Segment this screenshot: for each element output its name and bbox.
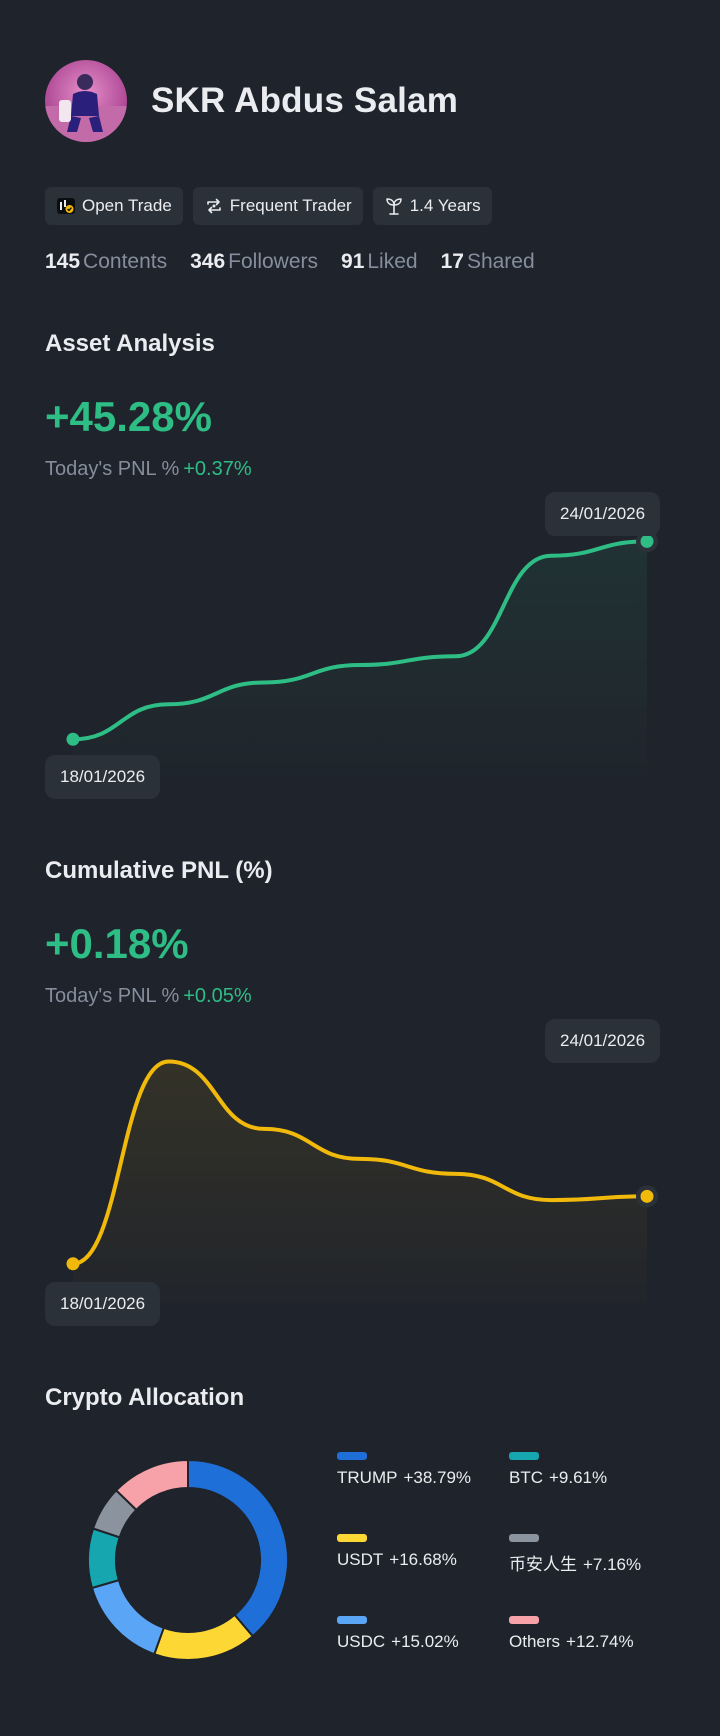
donut-slice[interactable]: [90, 1578, 166, 1656]
today-pnl-value: +0.05%: [183, 985, 252, 1007]
donut-slice[interactable]: [153, 1613, 255, 1661]
profile-header: SKR Abdus Salam: [45, 60, 458, 142]
stat-label: Liked: [367, 250, 418, 273]
legend-item-usdt[interactable]: USDT +16.68%: [337, 1534, 509, 1570]
today-pnl-label: Today's PNL %: [45, 985, 180, 1007]
legend-name: USDT: [337, 1550, 384, 1569]
stat-contents[interactable]: 145 Contents: [45, 250, 167, 274]
legend-swatch: [337, 1616, 367, 1624]
legend-name: USDC: [337, 1632, 386, 1651]
badge-frequent-trader[interactable]: Frequent Trader: [192, 187, 363, 225]
series-line: [71, 539, 649, 742]
cumulative-pnl-value: +0.18%: [45, 920, 189, 967]
series-area: [73, 1061, 647, 1305]
stat-label: Shared: [466, 250, 535, 273]
badge-years[interactable]: 1.4 Years: [372, 187, 492, 225]
donut-slice[interactable]: [87, 1527, 121, 1590]
stat-shared[interactable]: 17 Shared: [441, 250, 535, 274]
stat-value: 145: [45, 250, 81, 273]
today-pnl-value: +0.37%: [183, 458, 252, 480]
asset-end-date-tag: 24/01/2026: [545, 492, 661, 536]
sprout-icon: [385, 198, 402, 215]
profile-name: SKR Abdus Salam: [151, 81, 459, 120]
asset-analysis-value: +45.28%: [45, 393, 212, 440]
stat-followers[interactable]: 346 Followers: [190, 250, 318, 274]
allocation-donut-chart[interactable]: [68, 1440, 308, 1680]
badge-label: 1.4 Years: [409, 196, 481, 215]
donut-slice[interactable]: [187, 1458, 289, 1638]
legend-swatch: [337, 1452, 367, 1460]
legend-pct: +38.79%: [403, 1468, 472, 1487]
legend-name: BTC: [509, 1468, 543, 1487]
legend-name: Others: [509, 1632, 561, 1651]
data-point: [640, 534, 654, 548]
legend-swatch: [509, 1534, 539, 1542]
data-point: [640, 1189, 654, 1203]
data-point: [66, 732, 80, 746]
pnl-end-date-tag: 24/01/2026: [545, 1019, 661, 1063]
legend-name: TRUMP: [337, 1468, 398, 1487]
profile-stats: 145 Contents 346 Followers 91 Liked 17 Share…: [45, 250, 558, 274]
legend-swatch: [509, 1452, 539, 1460]
stat-label: Contents: [83, 250, 168, 273]
legend-pct: +12.74%: [566, 1632, 634, 1651]
open-trade-icon: [57, 198, 75, 214]
series-line: [71, 1059, 649, 1266]
legend-item-btc[interactable]: BTC +9.61%: [509, 1452, 677, 1488]
asset-start-date-tag: 18/01/2026: [45, 755, 161, 799]
badge-row: Open Trade Frequent Trader 1.4 Years: [45, 187, 492, 225]
legend-item-binance-life[interactable]: 币安人生 +7.16%: [509, 1534, 677, 1574]
legend-swatch: [509, 1616, 539, 1624]
badge-label: Frequent Trader: [229, 196, 352, 215]
data-point: [66, 1257, 80, 1271]
legend-pct: +7.16%: [583, 1555, 642, 1574]
pnl-start-date-tag: 18/01/2026: [45, 1282, 161, 1326]
cumulative-today-pnl: Today's PNL % +0.05%: [45, 985, 252, 1008]
legend-pct: +9.61%: [549, 1468, 608, 1487]
repeat-icon: [206, 198, 221, 214]
stat-label: Followers: [228, 250, 319, 273]
asset-analysis-title: Asset Analysis: [45, 330, 215, 357]
legend-item-others[interactable]: Others +12.74%: [509, 1616, 677, 1652]
badge-open-trade[interactable]: Open Trade: [45, 187, 183, 225]
cumulative-pnl-chart[interactable]: [40, 1017, 680, 1317]
legend-pct: +16.68%: [389, 1550, 457, 1569]
today-pnl-label: Today's PNL %: [45, 458, 180, 480]
badge-label: Open Trade: [82, 196, 172, 215]
legend-swatch: [337, 1534, 367, 1542]
avatar[interactable]: [45, 60, 127, 142]
asset-today-pnl: Today's PNL % +0.37%: [45, 458, 252, 481]
asset-analysis-chart[interactable]: [40, 490, 680, 790]
legend-item-usdc[interactable]: USDC +15.02%: [337, 1616, 509, 1652]
legend-item-trump[interactable]: TRUMP +38.79%: [337, 1452, 509, 1488]
allocation-legend: TRUMP +38.79% BTC +9.61% USDT +16.68% 币安人生 +…: [337, 1452, 677, 1652]
legend-name: 币安人生: [509, 1555, 577, 1574]
stat-value: 346: [190, 250, 226, 273]
donut-slice[interactable]: [114, 1458, 189, 1512]
stat-value: 91: [341, 250, 365, 273]
series-area: [73, 541, 647, 778]
legend-pct: +15.02%: [391, 1632, 459, 1651]
cumulative-pnl-title: Cumulative PNL (%): [45, 857, 273, 884]
stat-liked[interactable]: 91 Liked: [341, 250, 418, 274]
stat-value: 17: [440, 250, 464, 273]
crypto-allocation-title: Crypto Allocation: [45, 1384, 245, 1411]
